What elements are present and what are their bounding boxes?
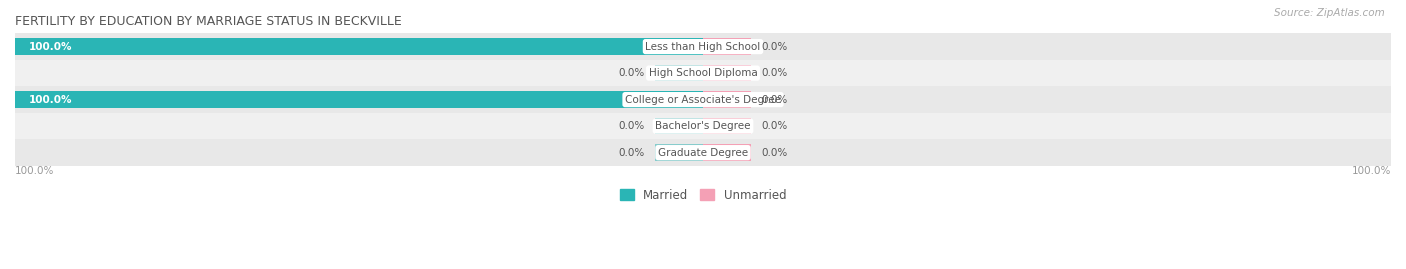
Bar: [15, 33, 1391, 60]
Text: 100.0%: 100.0%: [28, 95, 72, 105]
Legend: Married, Unmarried: Married, Unmarried: [614, 184, 792, 206]
Text: 0.0%: 0.0%: [762, 68, 787, 78]
Bar: [15, 38, 703, 55]
Bar: [15, 91, 703, 108]
Bar: [15, 60, 1391, 86]
Bar: [655, 118, 703, 134]
Text: 0.0%: 0.0%: [762, 121, 787, 131]
Text: 0.0%: 0.0%: [619, 148, 644, 158]
Bar: [15, 86, 1391, 113]
Bar: [15, 139, 1391, 166]
Bar: [655, 65, 703, 81]
Text: 100.0%: 100.0%: [15, 166, 55, 176]
Text: 0.0%: 0.0%: [762, 95, 787, 105]
Text: Bachelor's Degree: Bachelor's Degree: [655, 121, 751, 131]
Bar: [703, 38, 751, 55]
Text: High School Diploma: High School Diploma: [648, 68, 758, 78]
Text: Less than High School: Less than High School: [645, 42, 761, 52]
Bar: [703, 65, 751, 81]
Text: College or Associate's Degree: College or Associate's Degree: [626, 95, 780, 105]
Text: 0.0%: 0.0%: [619, 68, 644, 78]
Text: Source: ZipAtlas.com: Source: ZipAtlas.com: [1274, 8, 1385, 18]
Text: 100.0%: 100.0%: [1351, 166, 1391, 176]
Text: 100.0%: 100.0%: [28, 42, 72, 52]
Text: 0.0%: 0.0%: [762, 148, 787, 158]
Bar: [15, 113, 1391, 139]
Text: Graduate Degree: Graduate Degree: [658, 148, 748, 158]
Text: FERTILITY BY EDUCATION BY MARRIAGE STATUS IN BECKVILLE: FERTILITY BY EDUCATION BY MARRIAGE STATU…: [15, 15, 402, 28]
Bar: [703, 118, 751, 134]
Text: 0.0%: 0.0%: [619, 121, 644, 131]
Text: 0.0%: 0.0%: [762, 42, 787, 52]
Bar: [703, 144, 751, 161]
Bar: [655, 144, 703, 161]
Bar: [703, 91, 751, 108]
